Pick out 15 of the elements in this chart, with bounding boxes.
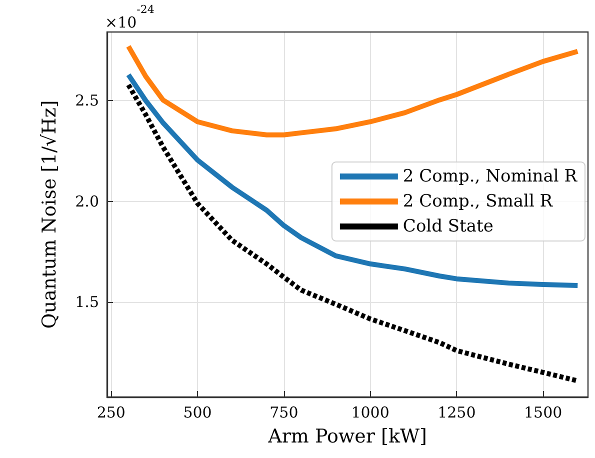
x-tick-label: 1000 [351, 404, 390, 422]
y-axis-title: Quantum Noise [1/√Hz] [38, 100, 60, 329]
legend-label: 2 Comp., Small R [402, 192, 554, 212]
y-tick-label: 2.0 [75, 192, 99, 210]
x-tick-label: 500 [183, 404, 212, 422]
x-axis-title: Arm Power [kW] [267, 426, 427, 448]
x-tick-label: 750 [270, 404, 298, 422]
y-tick-label: 1.5 [75, 293, 99, 312]
legend-label: Cold State [402, 216, 494, 236]
y-tick-label: 2.5 [75, 92, 99, 110]
legend-label: 2 Comp., Nominal R [402, 166, 578, 186]
text: ×10-24 [105, 3, 154, 32]
x-tick-label: 250 [96, 404, 126, 422]
x-tick-label: 1500 [524, 404, 562, 422]
x-tick-label: 1250 [438, 404, 476, 422]
